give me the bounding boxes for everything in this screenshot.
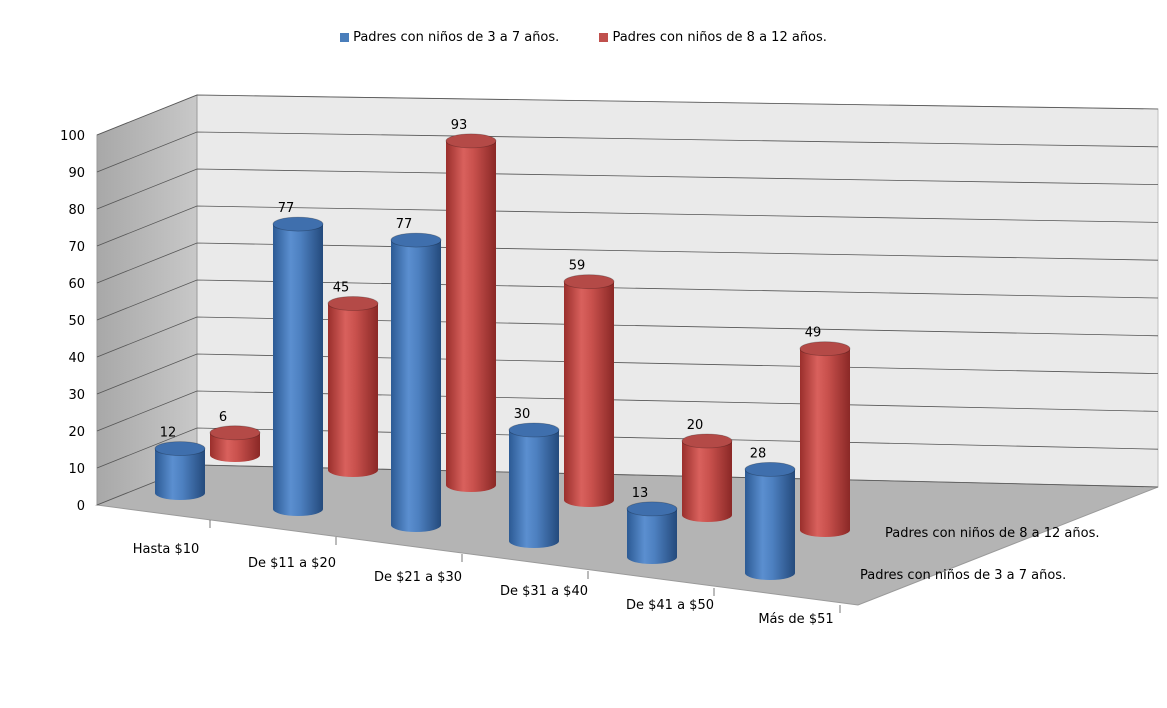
y-tick-label: 50 <box>68 314 85 329</box>
data-label: 20 <box>687 418 704 433</box>
gridline <box>96 242 1159 284</box>
chart-legend: Padres con niños de 3 a 7 años. Padres c… <box>0 30 1167 46</box>
y-tick-label: 60 <box>68 277 85 292</box>
legend-item-series-1: Padres con niños de 3 a 7 años. <box>340 30 559 45</box>
y-tick-label: 100 <box>60 129 85 144</box>
gridline <box>96 279 1159 321</box>
bar-body <box>155 448 205 500</box>
bar-top <box>209 425 261 441</box>
y-tick-label: 30 <box>68 388 85 403</box>
y-tick-label: 90 <box>68 166 85 181</box>
bar-cylinder <box>626 501 678 564</box>
y-tick-label: 20 <box>68 425 85 440</box>
bar-top <box>508 422 560 438</box>
data-label: 59 <box>569 259 586 274</box>
gridline <box>96 94 1159 136</box>
data-label: 49 <box>805 326 822 341</box>
y-tick-label: 40 <box>68 351 85 366</box>
x-tick-label: De $31 a $40 <box>500 584 588 599</box>
bar-top <box>154 441 206 457</box>
bar-body <box>446 140 496 492</box>
bar-cylinder <box>272 216 324 516</box>
gridline <box>96 205 1159 247</box>
legend-item-series-2: Padres con niños de 8 a 12 años. <box>599 30 827 45</box>
bar-cylinder <box>327 296 379 477</box>
bar-top <box>626 501 678 517</box>
legend-label-series-1: Padres con niños de 3 a 7 años. <box>353 30 560 45</box>
bar-top <box>681 433 733 449</box>
bar-cylinder <box>209 425 261 462</box>
gridline <box>96 168 1159 210</box>
y-tick-label: 0 <box>77 499 85 514</box>
bar-body <box>509 430 559 548</box>
depth-axis-label: Padres con niños de 8 a 12 años. <box>885 526 1099 541</box>
data-label: 45 <box>333 281 350 296</box>
x-tick-label: De $41 a $50 <box>626 598 714 613</box>
bar-top <box>272 216 324 232</box>
bar-cylinder <box>681 433 733 522</box>
data-label: 93 <box>451 118 468 133</box>
bar-body <box>391 240 441 532</box>
bar-body <box>273 224 323 516</box>
bar-cylinder <box>390 232 442 532</box>
bar-cylinder <box>508 422 560 548</box>
y-tick-label: 70 <box>68 240 85 255</box>
legend-label-series-2: Padres con niños de 8 a 12 años. <box>612 30 827 45</box>
bar-cylinder <box>563 274 615 507</box>
bar-top <box>744 461 796 477</box>
bar-body <box>328 303 378 477</box>
gridline <box>96 316 1159 358</box>
x-tick-label: De $11 a $20 <box>248 556 336 571</box>
bar-body <box>745 469 795 580</box>
bar-body <box>210 432 260 462</box>
data-label: 12 <box>160 426 177 441</box>
y-tick-label: 80 <box>68 203 85 218</box>
bar-top <box>327 296 379 311</box>
legend-swatch-series-1 <box>340 33 350 42</box>
bar-cylinder <box>154 441 206 500</box>
data-label: 6 <box>219 410 227 425</box>
bar-top <box>390 232 442 248</box>
bar-top <box>445 133 497 149</box>
data-label: 28 <box>750 446 767 461</box>
bar-cylinder <box>799 341 851 537</box>
x-tick-label: De $21 a $30 <box>374 570 462 585</box>
gridline <box>96 131 1159 173</box>
bar-body <box>800 348 850 537</box>
bar-body <box>627 508 677 564</box>
data-label: 77 <box>278 201 295 216</box>
data-label: 77 <box>396 217 413 232</box>
depth-axis-label: Padres con niños de 3 a 7 años. <box>860 568 1066 583</box>
x-tick-label: Más de $51 <box>758 612 833 627</box>
bar-body <box>564 281 614 507</box>
y-tick-label: 10 <box>68 462 85 477</box>
bar-top <box>563 274 615 290</box>
data-label: 30 <box>514 407 531 422</box>
data-label: 13 <box>632 486 649 501</box>
legend-swatch-series-2 <box>599 33 609 42</box>
x-tick-label: Hasta $10 <box>133 542 200 557</box>
bar-cylinder <box>744 461 796 580</box>
bar-top <box>799 341 851 357</box>
bar-cylinder <box>445 133 497 492</box>
bar-body <box>682 441 732 522</box>
